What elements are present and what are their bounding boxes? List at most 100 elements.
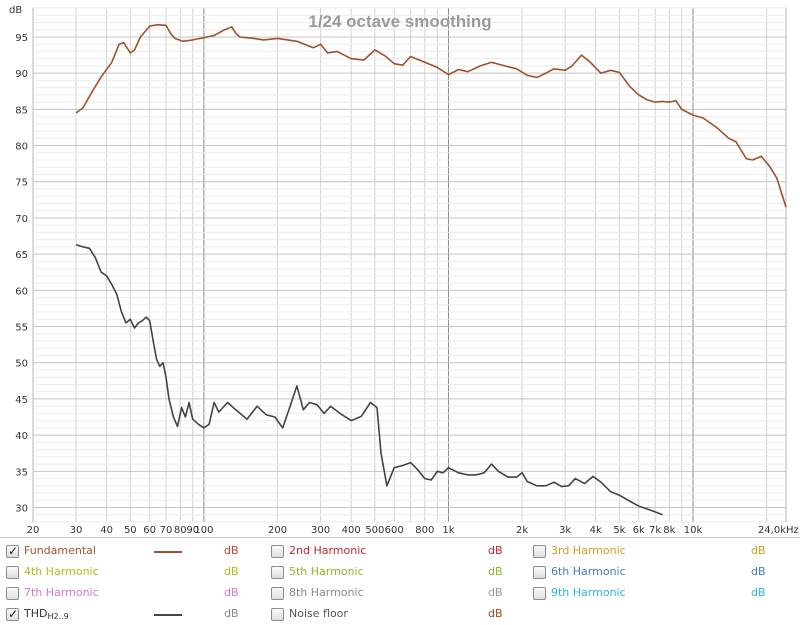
- x-axis-unit-label: Hz: [786, 525, 799, 536]
- legend-label-text: 4th Harmonic: [24, 565, 99, 578]
- y-tick-label: 70: [15, 214, 28, 225]
- legend-checkbox[interactable]: [6, 566, 19, 579]
- x-tick-label: 80: [174, 525, 187, 536]
- legend-item: ✓ THDH2..9 dB: [6, 606, 244, 622]
- legend-checkbox[interactable]: ✓: [6, 544, 19, 558]
- legend-checkbox[interactable]: [271, 566, 284, 579]
- y-tick-label: 75: [15, 178, 28, 189]
- x-tick-label: 30: [70, 525, 83, 536]
- x-tick-label: 100: [194, 525, 213, 536]
- x-tick-label: 300: [311, 525, 330, 536]
- legend-item: ✓ Fundamental dB: [6, 543, 244, 559]
- x-tick-label: 40: [100, 525, 113, 536]
- legend-label-text: 7th Harmonic: [24, 586, 99, 599]
- legend-item: 6th Harmonic dB: [533, 564, 771, 580]
- legend-label-text: 3rd Harmonic: [551, 544, 626, 557]
- legend-unit: dB: [488, 607, 503, 620]
- x-tick-label: 10k: [684, 525, 703, 536]
- legend-label-text: Noise floor: [289, 607, 348, 620]
- legend-checkbox[interactable]: [533, 566, 546, 579]
- x-tick-label: 200: [268, 525, 287, 536]
- legend-item: 3rd Harmonic dB: [533, 543, 771, 559]
- legend-label: 8th Harmonic: [289, 585, 364, 601]
- y-tick-label: 55: [15, 323, 28, 334]
- legend-checkbox[interactable]: [533, 587, 546, 600]
- legend-item: 9th Harmonic dB: [533, 585, 771, 601]
- series-line: [75, 243, 663, 516]
- series-line: [75, 23, 787, 208]
- y-tick-label: 30: [15, 504, 28, 515]
- x-tick-label: 7k: [649, 525, 661, 536]
- x-tick-label: 800: [415, 525, 434, 536]
- y-tick-label: 90: [15, 69, 28, 80]
- series-lines: [75, 23, 787, 516]
- x-tick-label: 90: [186, 525, 199, 536]
- legend-unit: dB: [751, 565, 766, 578]
- legend-checkbox[interactable]: [271, 587, 284, 600]
- legend-item: 2nd Harmonic dB: [271, 543, 508, 559]
- grid: [33, 7, 786, 523]
- legend-item: 4th Harmonic dB: [6, 564, 244, 580]
- y-tick-labels: 30 35 40 45 50 55 60 65 70 75 80 85 90 95: [15, 33, 28, 515]
- y-tick-label: 35: [15, 467, 28, 478]
- legend-item: 7th Harmonic dB: [6, 585, 244, 601]
- legend-checkbox[interactable]: [533, 545, 546, 558]
- legend-unit: dB: [224, 607, 239, 620]
- y-tick-label: 65: [15, 250, 28, 261]
- x-tick-label: 2k: [516, 525, 528, 536]
- legend-label: 3rd Harmonic: [551, 543, 626, 559]
- legend-unit: dB: [751, 544, 766, 557]
- x-tick-label: 1k: [442, 525, 454, 536]
- legend-label-text: 9th Harmonic: [551, 586, 626, 599]
- y-tick-label: 60: [15, 286, 28, 297]
- legend-unit: dB: [224, 586, 239, 599]
- legend-panel: ✓ Fundamental dB 2nd Harmonic dB 3rd Harmonic…: [0, 537, 800, 625]
- legend-checkbox[interactable]: [271, 608, 284, 621]
- legend-item: Noise floor dB: [271, 606, 508, 622]
- plot-area: [32, 7, 787, 523]
- legend-checkbox[interactable]: ✓: [6, 607, 19, 621]
- legend-label-text: 5th Harmonic: [289, 565, 364, 578]
- legend-label-subscript: H2..9: [47, 612, 69, 621]
- legend-label-text: 2nd Harmonic: [289, 544, 367, 557]
- legend-label-text: THD: [24, 607, 48, 620]
- x-tick-label: 24,0k: [758, 525, 786, 536]
- legend-unit: dB: [751, 586, 766, 599]
- y-tick-label: 40: [15, 431, 28, 442]
- legend-label: 9th Harmonic: [551, 585, 626, 601]
- checkmark-icon: ✓: [8, 544, 19, 558]
- x-tick-label: 60: [143, 525, 156, 536]
- legend-label-text: 6th Harmonic: [551, 565, 626, 578]
- chart-title: 1/24 octave smoothing: [308, 12, 491, 31]
- legend-label: 7th Harmonic: [24, 585, 99, 601]
- x-tick-label: 400: [342, 525, 361, 536]
- legend-unit: dB: [488, 544, 503, 557]
- x-tick-label: 4k: [590, 525, 602, 536]
- y-tick-label: 85: [15, 105, 28, 116]
- legend-label-text: Fundamental: [24, 544, 96, 557]
- y-tick-label: 80: [15, 142, 28, 153]
- legend-label: 6th Harmonic: [551, 564, 626, 580]
- legend-label: 4th Harmonic: [24, 564, 99, 580]
- y-tick-label: 50: [15, 359, 28, 370]
- x-tick-label: 3k: [559, 525, 571, 536]
- x-tick-label: 8k: [663, 525, 675, 536]
- legend-unit: dB: [488, 565, 503, 578]
- x-tick-label: 6k: [633, 525, 645, 536]
- legend-checkbox[interactable]: [271, 545, 284, 558]
- legend-checkbox[interactable]: [6, 587, 19, 600]
- y-axis-label: dB: [9, 5, 22, 16]
- legend-unit: dB: [224, 544, 239, 557]
- legend-item: 5th Harmonic dB: [271, 564, 508, 580]
- legend-label: 5th Harmonic: [289, 564, 364, 580]
- x-tick-label: 500: [365, 525, 384, 536]
- frequency-response-chart: 1/24 octave smoothing dB Hz 30 35 40 45 50 55…: [9, 5, 799, 536]
- legend-unit: dB: [488, 586, 503, 599]
- x-tick-label: 50: [124, 525, 137, 536]
- checkmark-icon: ✓: [8, 607, 19, 621]
- legend-line-swatch: [154, 551, 182, 553]
- legend-label: 2nd Harmonic: [289, 543, 366, 559]
- x-tick-label: 70: [160, 525, 173, 536]
- legend-unit: dB: [224, 565, 239, 578]
